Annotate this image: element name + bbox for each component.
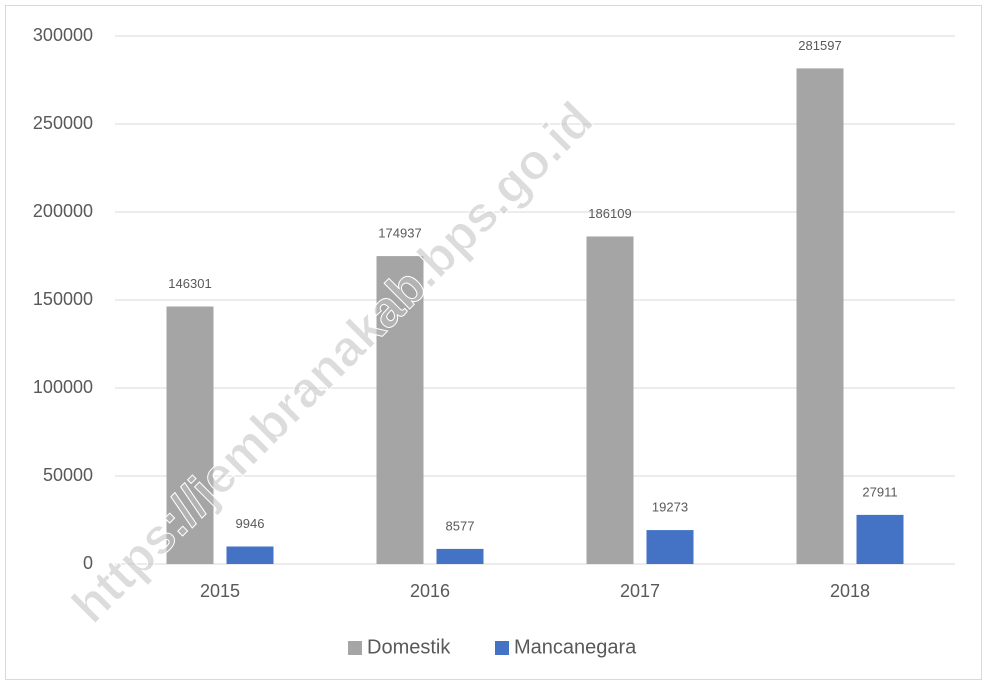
- bar: [376, 256, 424, 564]
- legend-label: Mancanegara: [514, 636, 637, 658]
- bar: [856, 514, 904, 564]
- bar: [226, 546, 274, 564]
- x-tick-label: 2015: [200, 581, 240, 601]
- legend-label: Domestik: [367, 636, 451, 658]
- bar: [586, 236, 634, 564]
- data-label: 174937: [378, 226, 421, 241]
- x-tick-label: 2016: [410, 581, 450, 601]
- data-label: 9946: [236, 516, 265, 531]
- y-tick-label: 250000: [33, 113, 93, 133]
- bar: [646, 530, 694, 564]
- bar: [796, 68, 844, 564]
- x-tick-label: 2018: [830, 581, 870, 601]
- bar: [166, 306, 214, 564]
- data-label: 8577: [446, 518, 475, 533]
- y-tick-label: 150000: [33, 289, 93, 309]
- data-label: 186109: [588, 206, 631, 221]
- y-tick-label: 0: [83, 553, 93, 573]
- data-label: 19273: [652, 500, 688, 515]
- y-tick-label: 300000: [33, 25, 93, 45]
- legend-swatch: [348, 641, 362, 655]
- legend-swatch: [495, 641, 509, 655]
- data-label: 27911: [862, 484, 897, 499]
- data-label: 146301: [168, 276, 211, 291]
- y-tick-label: 100000: [33, 377, 93, 397]
- y-tick-label: 200000: [33, 201, 93, 221]
- bar: [436, 548, 484, 564]
- data-label: 281597: [798, 38, 841, 53]
- y-tick-label: 50000: [43, 465, 93, 485]
- x-tick-label: 2017: [620, 581, 660, 601]
